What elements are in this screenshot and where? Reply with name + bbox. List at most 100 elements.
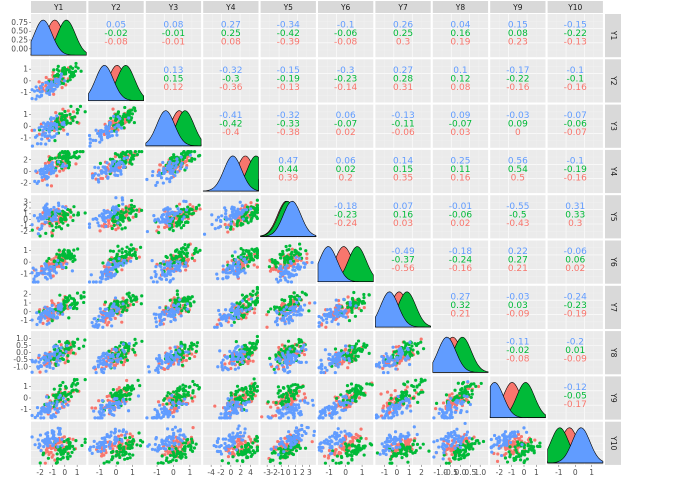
scatter-point (100, 361, 105, 366)
scatter-point (112, 274, 116, 278)
scatter-point (45, 277, 49, 281)
scatter-point (78, 104, 83, 108)
scatter-point (120, 198, 125, 202)
scatter-point (100, 274, 105, 278)
scatter-point (287, 270, 291, 275)
scatter-point (132, 204, 136, 209)
scatter-point (117, 257, 121, 261)
scatter-point (61, 107, 65, 111)
scatter-point (179, 344, 183, 348)
scatter-point (255, 249, 259, 254)
scatter-point (70, 269, 74, 273)
correlation-label: -0.3 (222, 74, 240, 84)
scatter-point (216, 215, 221, 219)
correlation-label: -0.23 (334, 74, 357, 84)
scatter-point (109, 362, 113, 366)
scatter-point (317, 314, 321, 319)
scatter-point (41, 82, 45, 86)
strip-right-Y10 (605, 421, 621, 465)
correlation-label: -0.32 (277, 111, 300, 121)
scatter-point (169, 319, 173, 324)
scatter-point (121, 217, 125, 221)
scatter-point (232, 303, 236, 307)
scatter-point (76, 211, 80, 215)
correlation-label: -0.38 (277, 128, 301, 138)
scatter-point (113, 159, 117, 163)
scatter-point (45, 183, 49, 187)
scatter-point (72, 298, 77, 302)
scatter-point (77, 346, 81, 351)
strip-right-Y8 (605, 331, 621, 375)
correlation-label: 0.09 (508, 120, 528, 130)
scatter-point (72, 248, 76, 252)
scatter-point (38, 95, 42, 99)
scatter-point (169, 169, 173, 173)
scatter-point (253, 307, 257, 311)
scatter-point (96, 131, 100, 135)
scatter-point (160, 362, 164, 366)
scatter-point (182, 223, 186, 228)
scatter-point (44, 122, 48, 126)
scatter-point (117, 163, 122, 167)
scatter-point (158, 316, 162, 320)
scatter-point (100, 315, 105, 319)
scatter-point (237, 260, 241, 264)
scatter-point (168, 298, 172, 302)
scatter-point (272, 305, 277, 309)
scatter-point (71, 110, 76, 114)
scatter-point (42, 125, 46, 129)
scatter-point (219, 316, 223, 320)
scatter-point (55, 127, 59, 131)
scatter-point (30, 96, 34, 101)
correlation-label: 0.06 (336, 111, 356, 121)
strip-right-label: Y10 (609, 435, 618, 450)
scatter-point (43, 174, 47, 178)
scatter-point (49, 124, 53, 128)
scatter-point (193, 259, 197, 263)
panel-Y2-Y2 (88, 59, 144, 103)
scatter-point (156, 173, 160, 177)
correlation-label: -0.17 (506, 66, 529, 76)
scatter-point (169, 260, 173, 264)
scatter-point (158, 305, 162, 310)
scatter-point (239, 255, 243, 259)
scatter-point (289, 280, 294, 284)
scatter-point (115, 252, 119, 256)
correlation-label: -0.39 (277, 38, 301, 48)
scatter-point (161, 181, 165, 185)
correlation-label: -0.42 (277, 29, 300, 39)
scatter-point (172, 263, 176, 268)
scatter-point (99, 176, 103, 181)
scatter-point (116, 300, 120, 304)
correlation-label: -0.16 (564, 174, 588, 184)
strip-top-Y5 (260, 1, 316, 13)
scatter-point (193, 150, 197, 154)
scatter-point (72, 73, 76, 78)
scatter-point (105, 134, 110, 139)
scatter-point (108, 355, 112, 359)
scatter-point (65, 113, 69, 117)
panel-Y2-Y4: -0.32-0.3-0.36 (203, 59, 259, 103)
correlation-label: 0.35 (393, 174, 413, 184)
panel-Y6-Y9: 0.220.270.21 (490, 240, 546, 284)
scatter-point (126, 216, 131, 220)
scatter-point (255, 247, 259, 251)
strip-right-Y5 (605, 195, 621, 239)
scatter-point (195, 344, 199, 348)
correlation-label: -0.14 (334, 83, 358, 93)
scatter-point (50, 83, 55, 87)
scatter-point (224, 211, 228, 216)
scatter-point (242, 208, 246, 212)
scatter-point (101, 165, 105, 169)
scatter-point (353, 314, 358, 318)
scatter-point (298, 257, 302, 261)
scatter-point (193, 354, 197, 359)
scatter-point (274, 265, 278, 269)
panel-Y4-Y1 (31, 149, 87, 194)
correlation-label: -0.15 (277, 66, 300, 76)
scatter-point (39, 357, 43, 362)
scatter-point (48, 269, 53, 273)
scatter-point (173, 298, 177, 302)
scatter-point (68, 112, 72, 116)
strip-right-Y3 (605, 104, 621, 148)
